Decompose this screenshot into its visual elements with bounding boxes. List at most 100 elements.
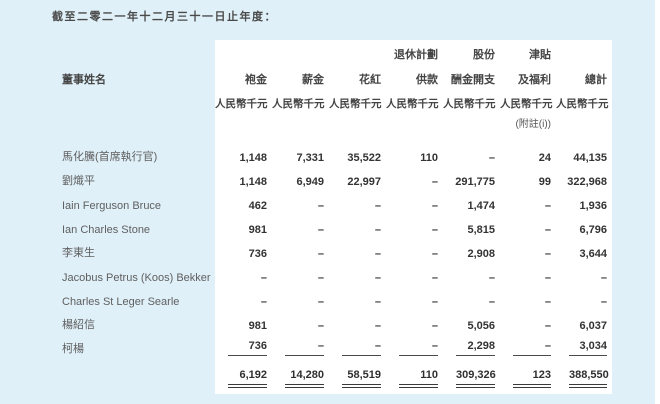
cell-value: –	[443, 140, 500, 164]
unit-cell: 人民幣千元	[500, 87, 556, 111]
header-cell: 津貼	[500, 40, 556, 62]
cell-value: –	[386, 308, 443, 332]
director-name: 柯楊	[62, 343, 84, 355]
cell-value: –	[272, 260, 329, 284]
header-cell: 股份	[443, 40, 500, 62]
note-cell	[215, 111, 272, 130]
unit-cell: 人民幣千元	[556, 87, 612, 111]
cell-value: –	[272, 236, 329, 260]
spacer-row	[52, 388, 612, 394]
cell-value: –	[386, 212, 443, 236]
header-spacer	[52, 111, 215, 130]
cell-value: –	[386, 332, 443, 356]
header-cell: 薪金	[272, 62, 329, 87]
header-cell: 退休計劃	[386, 40, 443, 62]
cell-value: –	[272, 212, 329, 236]
cell-value: 3,644	[556, 236, 612, 260]
director-name: 馬化騰(首席執行官)	[62, 151, 158, 163]
total-value: 58,519	[329, 364, 386, 388]
cell-value: 2,908	[443, 236, 500, 260]
total-value: 110	[386, 364, 443, 388]
spacer-row	[52, 130, 612, 140]
table-row: Iain Ferguson Bruce 462 – – – 1,474 – 1,…	[52, 188, 612, 212]
cell-value: 110	[386, 140, 443, 164]
cell-value: –	[329, 260, 386, 284]
header-cell	[272, 40, 329, 62]
unit-cell: 人民幣千元	[443, 87, 500, 111]
totals-label	[52, 364, 215, 388]
cell-value: –	[215, 284, 272, 308]
totals-row: 6,192 14,280 58,519 110 309,326 123 388,…	[52, 364, 612, 388]
cell-value: –	[386, 236, 443, 260]
note-cell: (附註(i))	[500, 111, 556, 130]
cell-value: 1,148	[215, 140, 272, 164]
cell-value: 22,997	[329, 164, 386, 188]
header-cell: 袍金	[215, 62, 272, 87]
unit-cell: 人民幣千元	[386, 87, 443, 111]
cell-value: 99	[500, 164, 556, 188]
cell-value: 5,815	[443, 212, 500, 236]
name-column-header: 董事姓名	[62, 74, 106, 86]
unit-cell: 人民幣千元	[215, 87, 272, 111]
cell-value: –	[500, 332, 556, 356]
cell-value: 7,331	[272, 140, 329, 164]
cell-value: 1,148	[215, 164, 272, 188]
period-title: 截至二零二一年十二月三十一日止年度：	[52, 11, 277, 23]
cell-value: 981	[215, 212, 272, 236]
cell-value: 6,037	[556, 308, 612, 332]
cell-value: –	[215, 260, 272, 284]
cell-value: –	[329, 308, 386, 332]
cell-value: –	[329, 212, 386, 236]
note-cell	[386, 111, 443, 130]
cell-value: –	[443, 284, 500, 308]
cell-value: –	[329, 236, 386, 260]
header-cell: 酬金開支	[443, 62, 500, 87]
cell-value: –	[556, 284, 612, 308]
cell-value: –	[386, 260, 443, 284]
header-spacer	[52, 87, 215, 111]
cell-value: –	[386, 284, 443, 308]
spacer-row	[52, 356, 612, 364]
cell-value: –	[500, 284, 556, 308]
header-cell	[215, 40, 272, 62]
cell-value: –	[329, 284, 386, 308]
table-row: 馬化騰(首席執行官) 1,148 7,331 35,522 110 – 24 4…	[52, 140, 612, 164]
director-name: Ian Charles Stone	[62, 224, 151, 236]
cell-value: 44,135	[556, 140, 612, 164]
cell-value: 291,775	[443, 164, 500, 188]
cell-value: –	[500, 260, 556, 284]
cell-value: 462	[215, 188, 272, 212]
unit-cell: 人民幣千元	[329, 87, 386, 111]
cell-value: 24	[500, 140, 556, 164]
cell-value: –	[272, 188, 329, 212]
table-row: 劉熾平 1,148 6,949 22,997 – 291,775 99 322,…	[52, 164, 612, 188]
director-name: 劉熾平	[62, 175, 95, 187]
header-cell	[329, 40, 386, 62]
header-cell: 供款	[386, 62, 443, 87]
note-cell	[329, 111, 386, 130]
header-spacer	[52, 40, 215, 62]
director-remuneration-table: 退休計劃 股份 津貼 董事姓名 袍金 薪金 花紅 供款 酬金開支 及福利 總計 …	[52, 40, 612, 394]
total-value: 123	[500, 364, 556, 388]
cell-value: –	[272, 284, 329, 308]
cell-value: –	[329, 332, 386, 356]
cell-value: –	[329, 188, 386, 212]
director-name: 李東生	[62, 247, 95, 259]
table-row: Jacobus Petrus (Koos) Bekker – – – – – –…	[52, 260, 612, 284]
cell-value: –	[272, 308, 329, 332]
cell-value: 2,298	[443, 332, 500, 356]
cell-value: 5,056	[443, 308, 500, 332]
header-row-1: 退休計劃 股份 津貼	[52, 40, 612, 62]
unit-cell: 人民幣千元	[272, 87, 329, 111]
cell-value: –	[443, 260, 500, 284]
note-cell	[556, 111, 612, 130]
header-row-2: 董事姓名 袍金 薪金 花紅 供款 酬金開支 及福利 總計	[52, 62, 612, 87]
cell-value: 736	[215, 236, 272, 260]
director-name: 楊紹信	[62, 319, 95, 331]
header-units-row: 人民幣千元 人民幣千元 人民幣千元 人民幣千元 人民幣千元 人民幣千元 人民幣千…	[52, 87, 612, 111]
cell-value: 6,949	[272, 164, 329, 188]
cell-value: –	[386, 188, 443, 212]
header-note-row: (附註(i))	[52, 111, 612, 130]
cell-value: –	[500, 188, 556, 212]
